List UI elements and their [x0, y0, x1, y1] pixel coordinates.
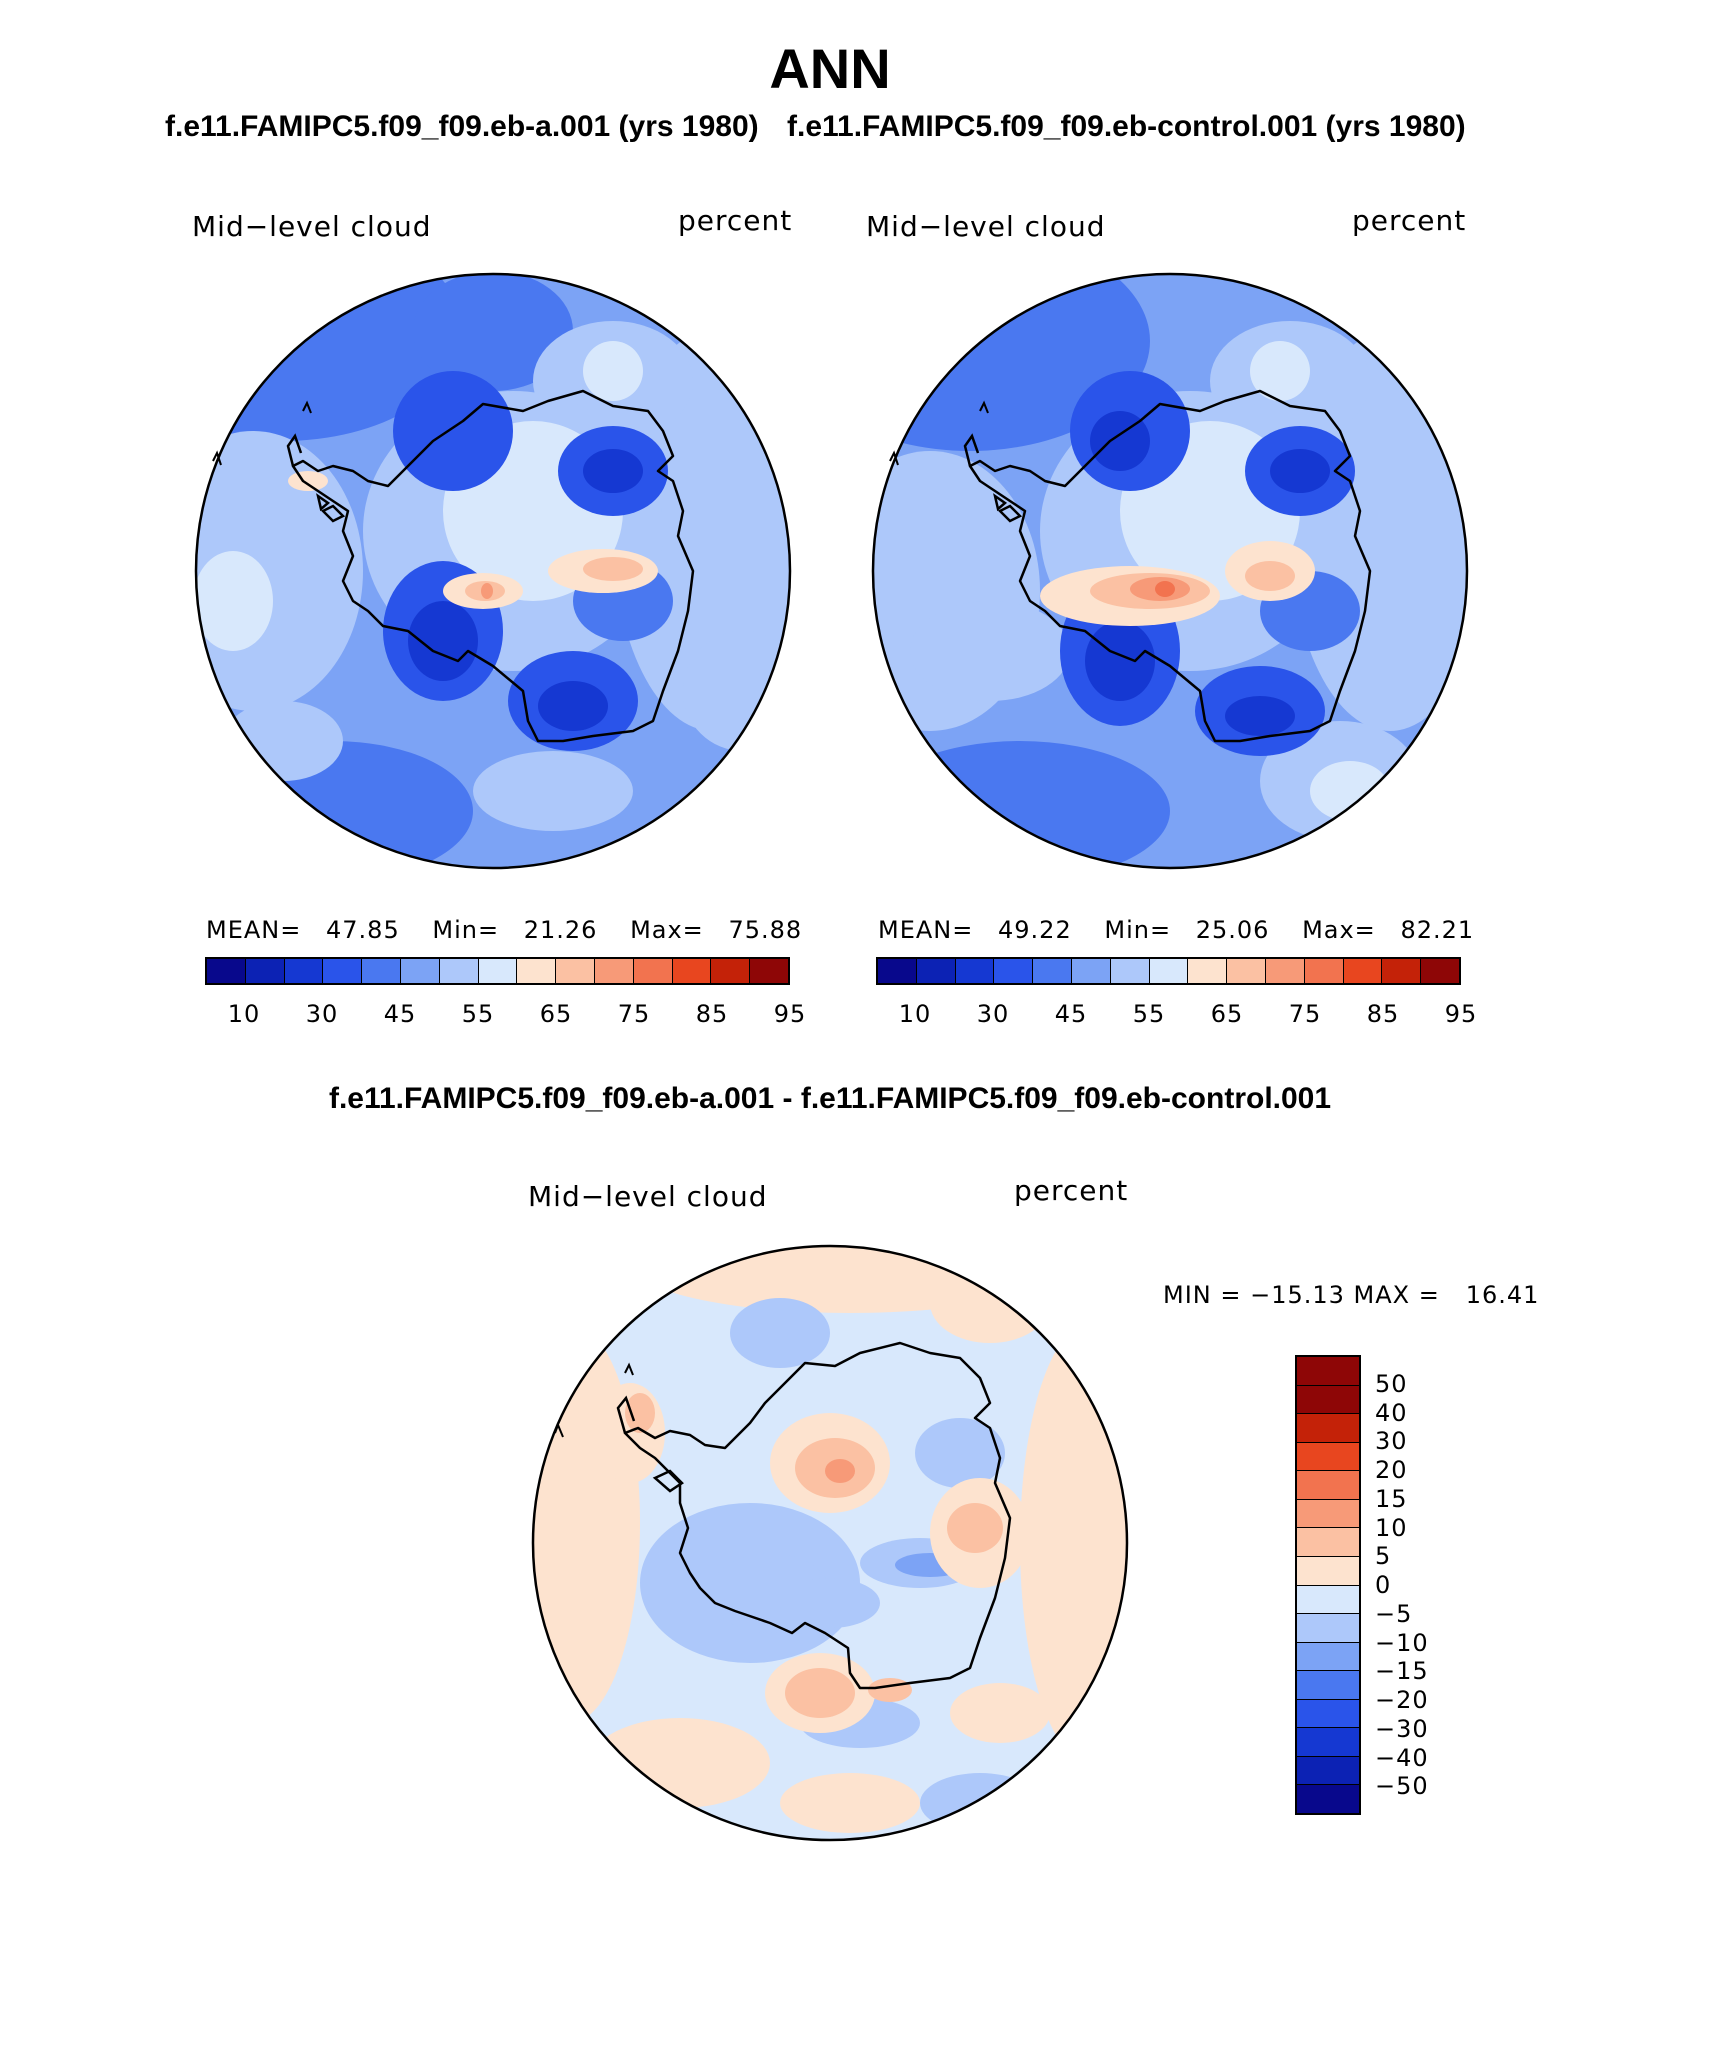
- colorbar-box: [400, 959, 440, 983]
- colorbar-box: [1110, 959, 1150, 983]
- colorbar-box: [1297, 1756, 1359, 1786]
- colorbar-tick-label: −5: [1375, 1599, 1413, 1628]
- colorbar-tick-label: 30: [305, 1000, 339, 1028]
- colorbar-box: [1382, 959, 1422, 983]
- units-label-diff: percent: [1014, 1174, 1129, 1207]
- colorbar-box: [1297, 1728, 1359, 1757]
- colorbar-tick-label: 85: [1366, 1000, 1400, 1028]
- colorbar-box: [1297, 1699, 1359, 1729]
- colorbar-right: [876, 957, 1461, 985]
- colorbar-tick-label: 10: [227, 1000, 261, 1028]
- colorbar-tick-label: −30: [1375, 1714, 1429, 1743]
- colorbar-box: [1297, 1614, 1359, 1643]
- colorbar-tick-label: 95: [1444, 1000, 1478, 1028]
- colorbar-box: [1304, 959, 1344, 983]
- stats-right: MEAN= 49.22 Min= 25.06 Max= 82.21: [878, 916, 1475, 944]
- colorbar-box: [1297, 1357, 1359, 1386]
- colorbar-box: [284, 959, 324, 983]
- colorbar-box: [1343, 959, 1383, 983]
- colorbar-tick-label: −10: [1375, 1628, 1429, 1657]
- units-label-left: percent: [678, 204, 793, 237]
- units-label-right: percent: [1352, 204, 1467, 237]
- colorbar-box: [1033, 959, 1072, 983]
- colorbar-box: [1297, 1442, 1359, 1472]
- diff-minmax: MIN = −15.13 MAX = 16.41: [1163, 1281, 1540, 1309]
- colorbar-box: [1297, 1671, 1359, 1700]
- colorbar-tick-label: 20: [1375, 1456, 1408, 1484]
- colorbar-tick-label: 0: [1375, 1571, 1392, 1599]
- colorbar-box: [1071, 959, 1111, 983]
- colorbar-tick-label: 75: [617, 1000, 651, 1028]
- colorbar-tick-label: 30: [1375, 1427, 1408, 1456]
- colorbar-box: [916, 959, 956, 983]
- field-label-diff: Mid−level cloud: [528, 1180, 768, 1213]
- colorbar-box: [750, 959, 788, 983]
- colorbar-ticks-right: 10 30 45 55 65 75 85 95: [876, 1000, 1477, 1030]
- colorbar-tick-label: 75: [1288, 1000, 1322, 1028]
- colorbar-tick-label: −15: [1375, 1657, 1429, 1686]
- colorbar-box: [245, 959, 285, 983]
- case-title-left: f.e11.FAMIPC5.f09_f09.eb-a.001 (yrs 1980…: [165, 110, 759, 143]
- colorbar-box: [1297, 1585, 1359, 1615]
- colorbar-tick-label: 50: [1375, 1369, 1408, 1398]
- colorbar-tick-label: 40: [1375, 1398, 1408, 1427]
- colorbar-tick-label: −40: [1375, 1743, 1429, 1772]
- colorbar-box: [1149, 959, 1189, 983]
- colorbar-box: [711, 959, 751, 983]
- colorbar-box: [1227, 959, 1266, 983]
- stats-left: MEAN= 47.85 Min= 21.26 Max= 75.88: [206, 916, 803, 944]
- colorbar-box: [633, 959, 673, 983]
- colorbar-box: [1297, 1528, 1359, 1557]
- colorbar-tick-label: 30: [976, 1000, 1010, 1028]
- colorbar-tick-label: 95: [773, 1000, 807, 1028]
- colorbar-box: [594, 959, 634, 983]
- colorbar-tick-label: −50: [1375, 1772, 1429, 1801]
- colorbar-box: [994, 959, 1034, 983]
- colorbar-tick-label: 45: [1054, 1000, 1088, 1028]
- colorbar-tick-label: 45: [383, 1000, 417, 1028]
- colorbar-box: [1297, 1499, 1359, 1529]
- colorbar-tick-label: 10: [898, 1000, 932, 1028]
- colorbar-box: [556, 959, 595, 983]
- colorbar-box: [672, 959, 712, 983]
- colorbar-box: [207, 959, 246, 983]
- colorbar-left: [205, 957, 790, 985]
- case-title-right: f.e11.FAMIPC5.f09_f09.eb-control.001 (yr…: [787, 110, 1466, 143]
- colorbar-box: [878, 959, 917, 983]
- page-title: ANN: [769, 37, 891, 100]
- polar-map-left: [194, 272, 792, 870]
- colorbar-box: [1297, 1642, 1359, 1672]
- colorbar-box: [1297, 1414, 1359, 1443]
- colorbar-box: [439, 959, 479, 983]
- colorbar-box: [1421, 959, 1459, 983]
- colorbar-box: [1297, 1556, 1359, 1586]
- colorbar-tick-label: 5: [1375, 1542, 1392, 1571]
- colorbar-box: [1297, 1785, 1359, 1813]
- colorbar-box: [478, 959, 518, 983]
- polar-map-right: [871, 272, 1469, 870]
- colorbar-tick-label: 65: [539, 1000, 573, 1028]
- colorbar-box: [1297, 1385, 1359, 1415]
- colorbar-box: [1265, 959, 1305, 983]
- field-label-left: Mid−level cloud: [192, 210, 432, 243]
- colorbar-box: [1297, 1471, 1359, 1500]
- colorbar-tick-label: −20: [1375, 1686, 1429, 1714]
- field-label-right: Mid−level cloud: [866, 210, 1106, 243]
- colorbar-tick-label: 15: [1375, 1484, 1408, 1513]
- colorbar-ticks-left: 10 30 45 55 65 75 85 95: [205, 1000, 806, 1030]
- colorbar-box: [1188, 959, 1228, 983]
- polar-map-diff: [531, 1244, 1129, 1842]
- colorbar-diff: [1295, 1355, 1361, 1815]
- colorbar-ticks-diff: 50 40 30 20 15 10 5 0 −5 −10 −15 −20 −30 −40 −50: [1375, 1355, 1435, 1815]
- colorbar-box: [517, 959, 557, 983]
- colorbar-box: [955, 959, 995, 983]
- colorbar-tick-label: 55: [461, 1000, 495, 1028]
- colorbar-box: [362, 959, 401, 983]
- colorbar-tick-label: 10: [1375, 1513, 1408, 1542]
- colorbar-box: [323, 959, 363, 983]
- colorbar-tick-label: 85: [695, 1000, 729, 1028]
- diff-case-title: f.e11.FAMIPC5.f09_f09.eb-a.001 - f.e11.F…: [328, 1082, 1332, 1115]
- colorbar-tick-label: 65: [1210, 1000, 1244, 1028]
- colorbar-tick-label: 55: [1132, 1000, 1166, 1028]
